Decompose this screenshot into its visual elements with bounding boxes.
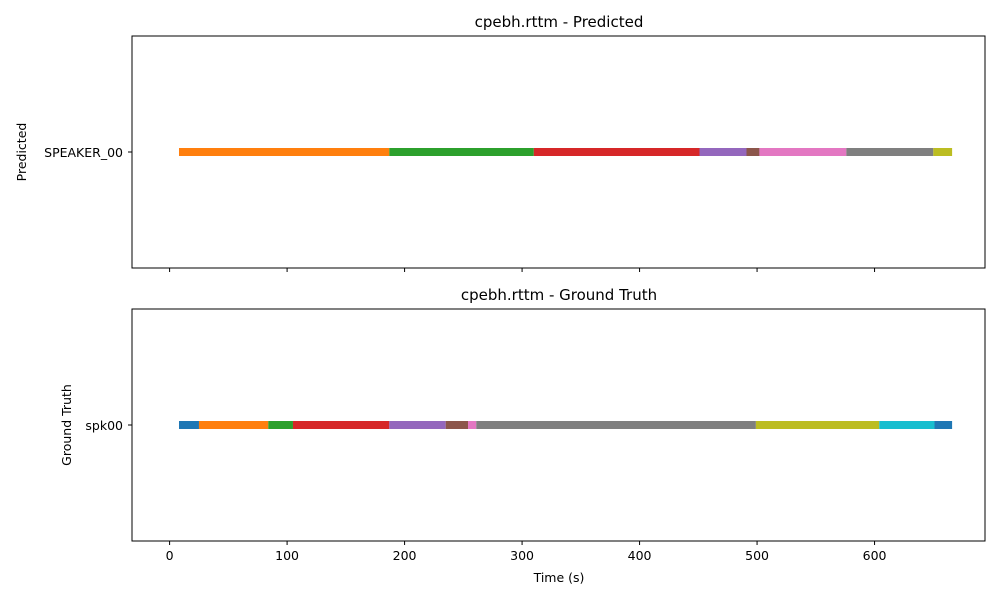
segment-ground-truth-0	[178, 421, 199, 429]
segment-ground-truth-3	[292, 421, 390, 429]
xtick-label: 100	[275, 548, 299, 563]
predicted-axes-frame	[131, 35, 986, 269]
ground-truth-panel: cpebh.rttm - Ground Truth Ground Truth s…	[59, 286, 986, 585]
segment-ground-truth-7	[476, 421, 756, 429]
segment-ground-truth-8	[755, 421, 880, 429]
segment-predicted-1	[389, 148, 534, 156]
segment-predicted-7	[933, 148, 953, 156]
predicted-panel: cpebh.rttm - Predicted Predicted SPEAKER…	[14, 13, 986, 272]
ground-truth-segments	[178, 421, 953, 429]
ground-truth-axes-frame	[131, 308, 986, 542]
segment-ground-truth-6	[468, 421, 477, 429]
xtick-label: 300	[510, 548, 534, 563]
segment-ground-truth-10	[934, 421, 953, 429]
segment-ground-truth-4	[389, 421, 446, 429]
xtick-label: 600	[863, 548, 887, 563]
segment-predicted-4	[746, 148, 760, 156]
ground-truth-xticks: 0 100 200 300 400 500 600	[166, 541, 887, 563]
predicted-title: cpebh.rttm - Predicted	[475, 13, 644, 31]
ground-truth-speaker-label: spk00	[85, 418, 123, 433]
segment-predicted-0	[178, 148, 390, 156]
predicted-xticks	[169, 268, 876, 272]
predicted-segments	[178, 148, 953, 156]
segment-ground-truth-2	[268, 421, 293, 429]
segment-predicted-2	[533, 148, 700, 156]
segment-predicted-6	[846, 148, 934, 156]
segment-predicted-3	[699, 148, 747, 156]
xtick-label: 0	[166, 548, 174, 563]
segment-ground-truth-1	[198, 421, 269, 429]
segment-ground-truth-5	[445, 421, 469, 429]
xtick-label: 500	[745, 548, 769, 563]
segment-ground-truth-9	[879, 421, 935, 429]
ground-truth-title: cpebh.rttm - Ground Truth	[461, 286, 657, 304]
x-axis-label: Time (s)	[533, 570, 585, 585]
ground-truth-ylabel: Ground Truth	[59, 384, 74, 466]
xtick-label: 200	[393, 548, 417, 563]
xtick-label: 400	[628, 548, 652, 563]
segment-predicted-5	[759, 148, 847, 156]
predicted-ylabel: Predicted	[14, 123, 29, 182]
predicted-speaker-label: SPEAKER_00	[44, 145, 123, 160]
